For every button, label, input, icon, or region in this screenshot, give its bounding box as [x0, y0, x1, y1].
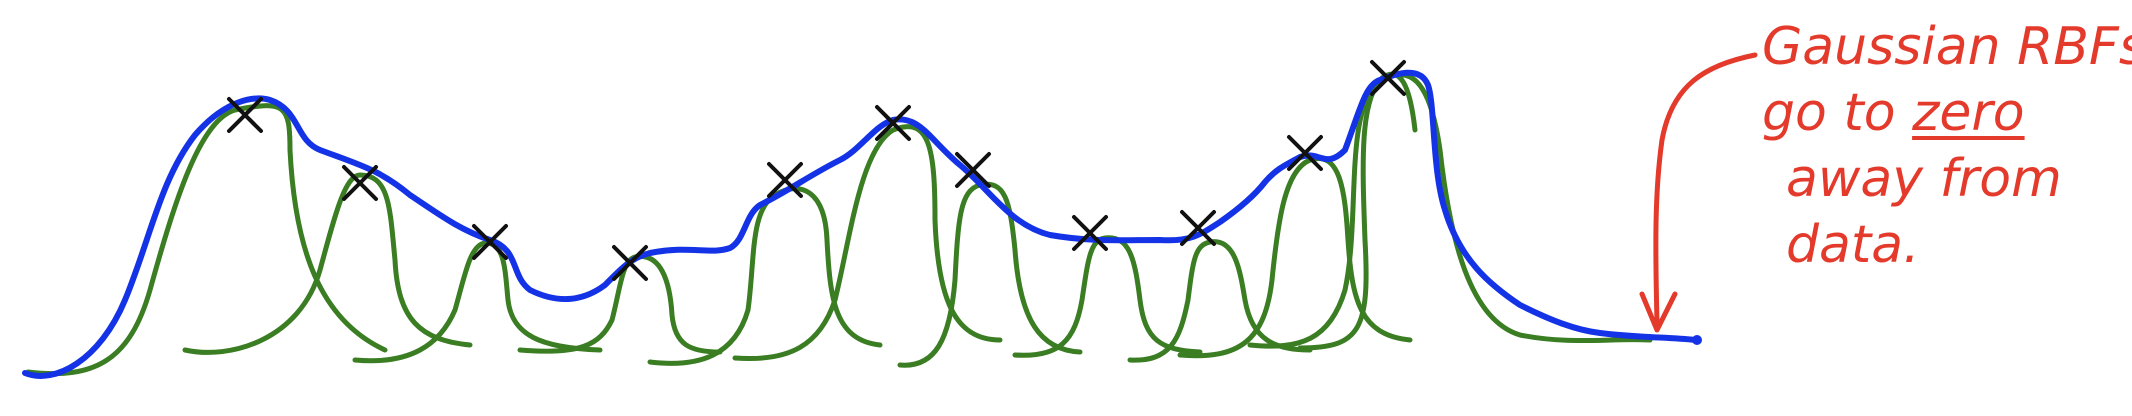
rbf-curve-2 [182, 172, 473, 355]
data-point-marks [227, 60, 1406, 281]
data-point-mark [342, 165, 378, 201]
annotation-line-4: data. [1786, 215, 1920, 275]
annotation-text: Gaussian RBFs go to zero away from data. [1762, 14, 2132, 278]
data-point-mark [955, 152, 991, 188]
rbf-curve-6 [732, 124, 1003, 362]
annotation-arrow [1653, 52, 1758, 325]
annotation-line-3: away from [1786, 149, 2062, 209]
rbf-curve-1 [25, 103, 388, 377]
data-point-mark [227, 97, 263, 133]
rbf-curve-3 [352, 240, 603, 364]
data-point-mark [767, 162, 803, 198]
data-point-mark [1287, 135, 1323, 171]
annotation-line-2: go to zero [1762, 80, 2122, 146]
rbf-curve-5 [647, 186, 883, 366]
data-point-mark [612, 245, 648, 281]
gaussian-rbf-curves [25, 71, 1653, 377]
annotation-arrowhead [1639, 291, 1678, 333]
rbf-curve-11 [1247, 72, 1653, 349]
annotation-line-2-text: go to [1762, 83, 1913, 143]
data-point-mark [1180, 210, 1216, 246]
annotation-emphasis-zero: zero [1912, 83, 2025, 143]
data-point-mark [1072, 215, 1108, 251]
data-point-mark [472, 224, 508, 260]
fit-curve-endpoint [1692, 335, 1702, 345]
data-point-mark [875, 105, 911, 141]
rbf-fit-curve [22, 69, 1698, 379]
data-point-mark [1370, 60, 1406, 96]
rbf-curve-10 [1177, 156, 1413, 359]
annotation-line-1: Gaussian RBFs [1762, 17, 2132, 77]
